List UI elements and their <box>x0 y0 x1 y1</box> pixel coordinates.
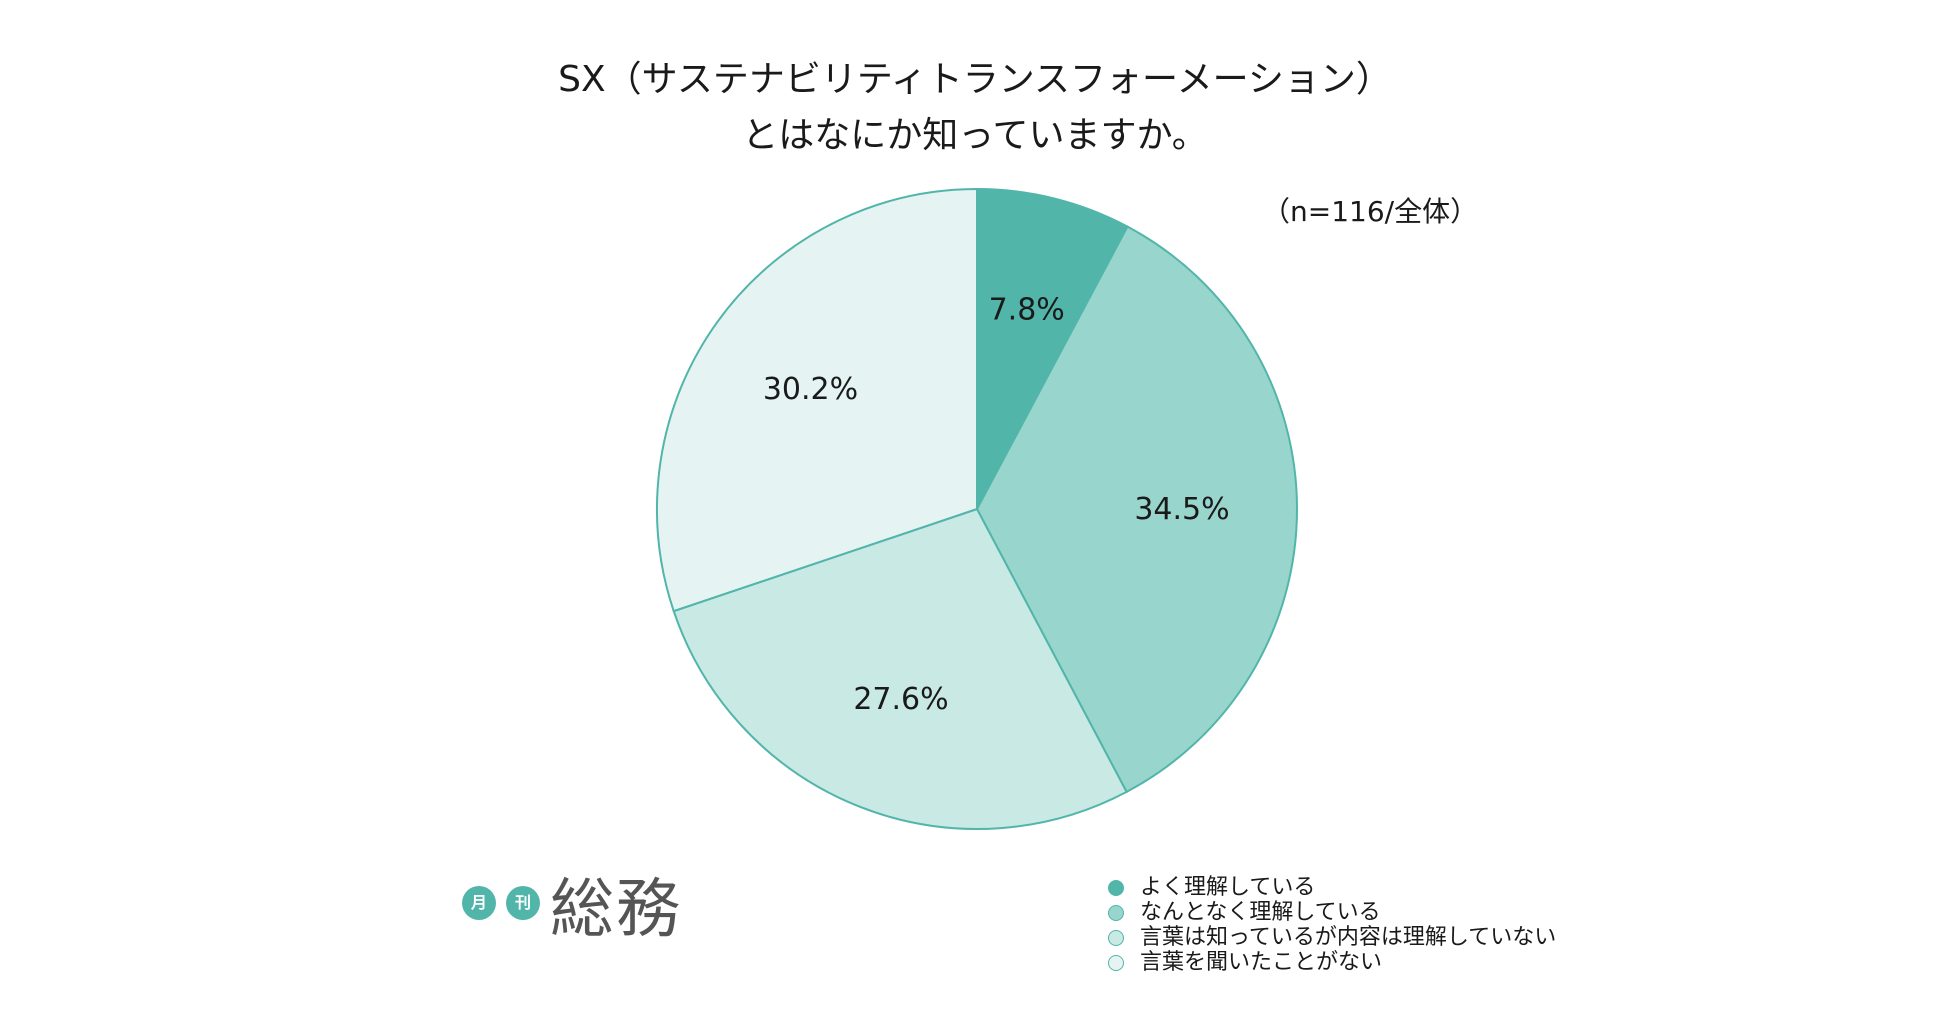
legend-label: 言葉は知っているが内容は理解していない <box>1140 925 1557 950</box>
logo-wordmark: 総務 <box>550 873 682 947</box>
chart-title: SX（サステナビリティトランスフォーメーション） とはなにか知っていますか。 <box>0 52 1950 164</box>
chart-title-line-2: とはなにか知っていますか。 <box>742 115 1208 156</box>
legend-item: 言葉を聞いたことがない <box>1108 950 1556 975</box>
legend-swatch <box>1108 879 1124 896</box>
logo-badge-publication: 刊 <box>506 886 540 920</box>
pie-data-label: 7.8% <box>989 293 1065 328</box>
legend-swatch <box>1108 929 1124 946</box>
pie-data-label: 27.6% <box>853 682 948 717</box>
pie-slice <box>672 507 1128 830</box>
gekkan-somu-logo: 月 刊 総務 <box>462 873 682 958</box>
legend-item: よく理解している <box>1108 875 1556 900</box>
pie-data-label: 34.5% <box>1134 492 1229 527</box>
logo-badge-month: 月 <box>462 886 496 920</box>
legend-item: 言葉は知っているが内容は理解していない <box>1108 925 1556 950</box>
sample-size-note: （n=116/全体） <box>1262 195 1479 228</box>
legend: よく理解している なんとなく理解している 言葉は知っているが内容は理解していない… <box>1108 875 1556 975</box>
legend-swatch <box>1108 904 1124 921</box>
legend-item: なんとなく理解している <box>1108 900 1556 925</box>
legend-label: よく理解している <box>1140 875 1316 900</box>
pie-data-label: 30.2% <box>763 372 858 407</box>
pie-slice <box>655 187 978 613</box>
chart-title-line-1: SX（サステナビリティトランスフォーメーション） <box>558 59 1392 100</box>
legend-label: なんとなく理解している <box>1140 900 1381 925</box>
legend-label: 言葉を聞いたことがない <box>1140 950 1383 975</box>
pie-slice <box>975 225 1298 794</box>
legend-swatch <box>1108 954 1124 971</box>
pie-slice <box>976 187 1129 510</box>
